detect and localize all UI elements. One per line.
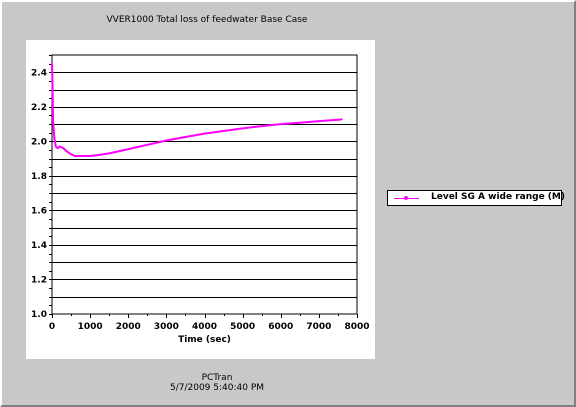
data-point [59, 146, 61, 148]
x-tick-label: 0 [49, 322, 55, 332]
data-point [53, 137, 55, 139]
x-axis-label: Time (sec) [178, 335, 231, 345]
data-point [299, 122, 301, 124]
data-point [51, 63, 53, 65]
legend: Level SG A wide range (M) [387, 190, 562, 206]
footer-app-name: PCTran [142, 373, 292, 383]
x-tick-label: 5000 [230, 322, 255, 332]
legend-label: Level SG A wide range (M) [431, 192, 565, 202]
x-tick-label: 3000 [154, 322, 179, 332]
y-tick-label: 1.0 [31, 310, 47, 320]
data-point [89, 155, 91, 157]
x-tick-label: 4000 [192, 322, 217, 332]
data-point [57, 147, 59, 149]
data-point [52, 89, 54, 91]
data-point [337, 119, 339, 121]
data-point [108, 153, 110, 155]
x-tick-label: 7000 [306, 322, 331, 332]
data-point [82, 155, 84, 157]
y-tick-label: 2.4 [31, 68, 47, 78]
data-point [55, 146, 57, 148]
y-tick-label: 1.8 [31, 172, 47, 182]
plot-area-border [52, 55, 357, 314]
data-point [66, 151, 68, 153]
data-point [318, 120, 320, 122]
data-point [166, 140, 168, 142]
series-line [52, 64, 342, 156]
footer-timestamp: 5/7/2009 5:40:40 PM [122, 383, 312, 393]
data-point [185, 136, 187, 138]
x-tick-label: 1000 [78, 322, 103, 332]
data-point [223, 130, 225, 132]
plot-panel: 1.0 1.2 1.4 1.6 1.8 2.0 2.2 2.4 0 1000 2000 3000 400… [26, 40, 375, 359]
y-tick-label: 1.2 [31, 275, 47, 285]
y-tick-label: 1.4 [31, 241, 47, 251]
data-point [52, 120, 54, 122]
x-tick-label: 2000 [116, 322, 141, 332]
x-tick-label: 8000 [344, 322, 369, 332]
data-point [146, 144, 148, 146]
data-point [97, 154, 99, 156]
y-tick-label: 2.0 [31, 137, 47, 147]
data-point [74, 155, 76, 157]
data-point [204, 133, 206, 135]
data-point [127, 148, 129, 150]
y-tick-label: 2.2 [31, 103, 47, 113]
chart-title: VVER1000 Total loss of feedwater Base Ca… [42, 15, 372, 25]
data-point [261, 125, 263, 127]
legend-marker [404, 196, 408, 200]
y-tick-label: 1.6 [31, 206, 47, 216]
data-point [242, 128, 244, 130]
data-point [341, 119, 343, 121]
data-point [280, 123, 282, 125]
x-tick-label: 6000 [268, 322, 293, 332]
data-point [63, 147, 65, 149]
data-point [70, 153, 72, 155]
line-chart: 1.0 1.2 1.4 1.6 1.8 2.0 2.2 2.4 0 1000 2000 3000 400… [26, 40, 375, 359]
